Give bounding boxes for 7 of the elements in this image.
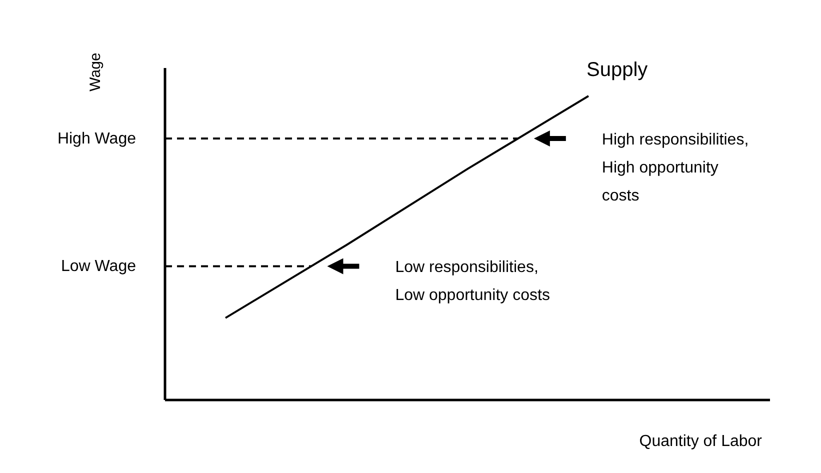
series-label: Supply (586, 59, 648, 81)
ref-line-label: High Wage (57, 130, 136, 148)
x-axis-title: Quantity of Labor (639, 433, 763, 450)
y-axis-title: Wage (87, 52, 104, 92)
annotation: Low responsibilities, Low opportunity costs (395, 259, 550, 304)
annotation: High responsibilities, High opportunity costs (602, 132, 749, 205)
ref-line-label: Low Wage (61, 258, 136, 276)
